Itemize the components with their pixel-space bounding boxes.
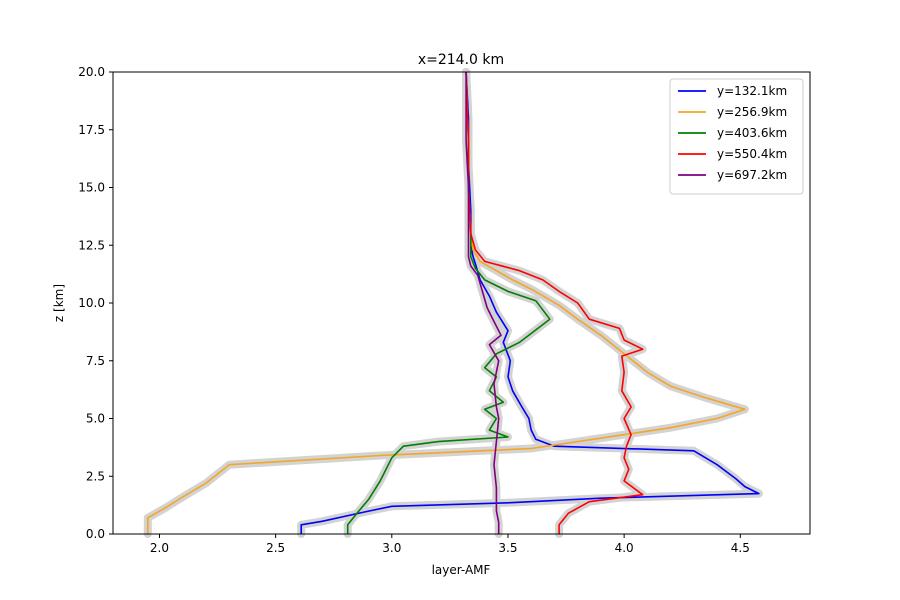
x-tick-label: 4.5 <box>731 541 750 555</box>
y-tick-label: 15.0 <box>78 181 105 195</box>
y-tick-label: 12.5 <box>78 238 105 252</box>
legend-label: y=256.9km <box>717 105 787 119</box>
x-axis-label: layer-AMF <box>432 563 491 577</box>
legend-label: y=403.6km <box>717 126 787 140</box>
series-line-4 <box>465 71 644 534</box>
legend-label: y=132.1km <box>717 84 787 98</box>
y-axis: 0.0 2.5 5.0 7.5 10.0 12.5 15.0 17.5 20.0 <box>78 65 113 541</box>
x-axis: 2.0 2.5 3.0 3.5 4.0 4.5 <box>150 534 750 555</box>
y-tick-label: 0.0 <box>86 527 105 541</box>
y-tick-label: 5.0 <box>86 412 105 426</box>
series-line-1 <box>300 71 760 534</box>
y-tick-label: 7.5 <box>86 354 105 368</box>
x-tick-label: 2.5 <box>266 541 285 555</box>
x-tick-label: 3.5 <box>498 541 517 555</box>
y-tick-label: 20.0 <box>78 65 105 79</box>
series-line-3 <box>346 71 551 534</box>
series-line-5 <box>465 72 502 534</box>
legend-box <box>669 78 804 195</box>
chart-title: x=214.0 km <box>418 52 504 68</box>
y-tick-label: 2.5 <box>86 469 105 483</box>
series-lines <box>147 71 760 534</box>
legend: y=132.1km y=256.9km y=403.6km y=550.4km y=69… <box>669 78 804 195</box>
y-tick-label: 10.0 <box>78 296 105 310</box>
y-axis-label: z [km] <box>52 284 66 322</box>
x-tick-label: 4.0 <box>615 541 634 555</box>
y-tick-label: 17.5 <box>78 123 105 137</box>
x-tick-label: 3.0 <box>382 541 401 555</box>
legend-label: y=550.4km <box>717 147 787 161</box>
series-line-2 <box>147 71 746 534</box>
legend-label: y=697.2km <box>717 168 787 182</box>
x-tick-label: 2.0 <box>150 541 169 555</box>
